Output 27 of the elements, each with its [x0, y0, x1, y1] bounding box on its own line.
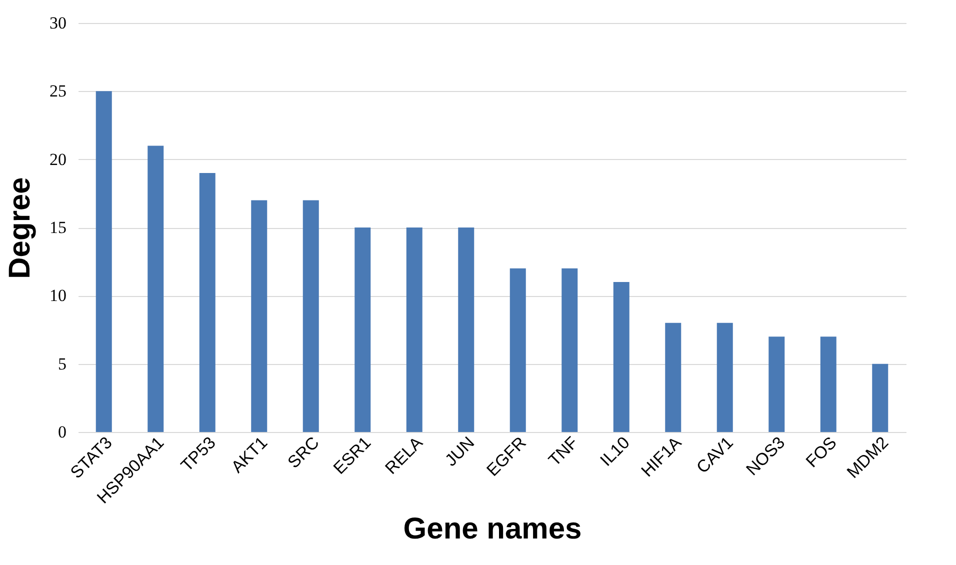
x-axis-title: Gene names: [403, 512, 582, 546]
bar: [613, 282, 630, 432]
bar: [302, 200, 319, 432]
bar: [354, 228, 371, 432]
bar: [96, 91, 112, 432]
bar: [820, 336, 836, 432]
bar: [665, 322, 682, 432]
y-tick-label: 15: [50, 218, 66, 237]
y-tick-label: 0: [58, 422, 66, 442]
bar: [406, 228, 422, 432]
bar: [148, 146, 164, 432]
bar: [768, 336, 785, 432]
y-tick-label: 5: [58, 354, 66, 374]
bar: [199, 172, 216, 432]
bar: [872, 364, 888, 432]
y-tick-label: 10: [50, 286, 66, 306]
bar: [510, 268, 526, 432]
y-tick-label: 20: [50, 150, 66, 169]
bar: [716, 322, 733, 432]
y-axis-title: Degree: [4, 177, 36, 279]
y-tick-label: 25: [50, 82, 66, 101]
y-tick-label: 30: [50, 14, 66, 32]
x-tick-label: TNF: [544, 433, 582, 470]
bar: [562, 268, 578, 432]
bar: [458, 228, 474, 432]
bar: [251, 200, 268, 432]
x-tick-label: IL10: [596, 433, 634, 470]
